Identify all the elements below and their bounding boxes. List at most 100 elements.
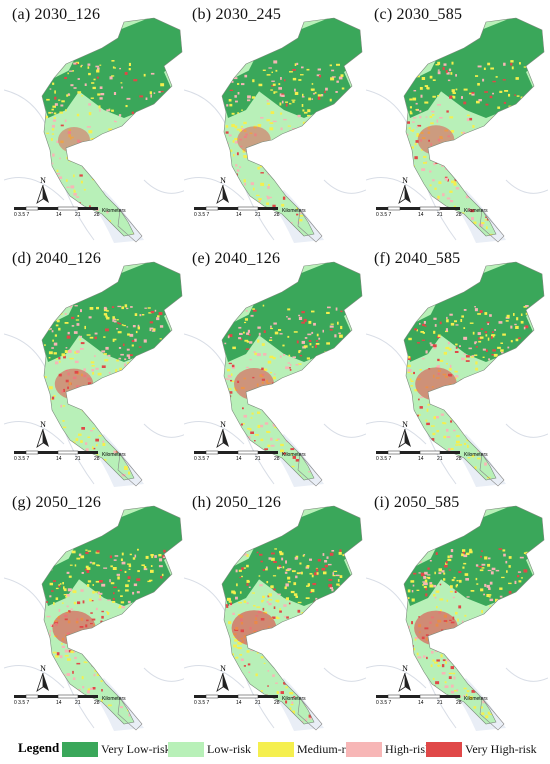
north-arrow-icon: N: [214, 664, 232, 694]
legend-label: High-risk: [385, 741, 431, 756]
scale-tick-label: 28: [456, 700, 462, 706]
scale-tick-label: 14: [236, 700, 242, 706]
scale-bar: 0 3.5 7 14 21 28 Kilometers: [376, 694, 488, 710]
scale-tick-label: 0 3.5 7: [14, 700, 30, 706]
legend-label: Medium-risk: [297, 741, 360, 756]
risk-map: [4, 17, 186, 243]
legend-item-very-low: Very Low-risk: [62, 740, 171, 758]
north-arrow-icon: N: [396, 420, 414, 450]
risk-map: [366, 261, 548, 487]
map-panel: (f) 2040_585 N 0 3.5 7 14 21 28 Kilometers: [366, 244, 548, 487]
panel-title: (g) 2050_126: [12, 494, 102, 511]
legend-label: Low-risk: [207, 741, 251, 756]
map-panel: (g) 2050_126 N 0 3.5 7 14 21 28 Kilometers: [4, 488, 186, 731]
scale-tick-label: 0 3.5 7: [376, 456, 392, 462]
scale-tick-label: 28: [274, 456, 280, 462]
north-arrow-icon: N: [214, 420, 232, 450]
legend-item-very-high: Very High-risk: [426, 740, 537, 758]
north-arrow-icon: N: [34, 176, 52, 206]
scale-tick-label: 21: [75, 212, 81, 218]
scale-tick-label: 14: [236, 212, 242, 218]
scale-tick-label: 0 3.5 7: [14, 212, 30, 218]
north-label: N: [220, 420, 226, 429]
scale-tick-label: 0 3.5 7: [194, 456, 210, 462]
north-label: N: [40, 420, 46, 429]
scale-tick-label: 14: [418, 700, 424, 706]
scale-tick-label: 0 3.5 7: [376, 700, 392, 706]
map-panel: (i) 2050_585 N 0 3.5 7 14 21 28 Kilometers: [366, 488, 548, 731]
north-label: N: [220, 664, 226, 673]
legend-swatch: [258, 741, 294, 757]
scale-tick-label: 14: [56, 700, 62, 706]
scale-unit: Kilometers: [282, 208, 306, 214]
risk-map: [366, 17, 548, 243]
panel-title: (b) 2030_245: [192, 6, 282, 23]
scale-tick-label: 14: [418, 456, 424, 462]
north-arrow-icon: N: [396, 176, 414, 206]
scale-tick-label: 14: [418, 212, 424, 218]
legend-label: Very Low-risk: [101, 741, 171, 756]
legend-title: Legend: [18, 740, 60, 755]
panel-title: (c) 2030_585: [374, 6, 463, 23]
legend: Legend Very Low-risk Low-risk Medium-ris…: [0, 734, 550, 764]
scale-unit: Kilometers: [464, 452, 488, 458]
risk-map: [366, 505, 548, 731]
panel-title: (f) 2040_585: [374, 250, 461, 267]
risk-surface: [222, 18, 362, 236]
scale-tick-label: 28: [94, 456, 100, 462]
scale-bar: 0 3.5 7 14 21 28 Kilometers: [14, 694, 126, 710]
scale-tick-label: 0 3.5 7: [14, 456, 30, 462]
scale-bar: 0 3.5 7 14 21 28 Kilometers: [14, 450, 126, 466]
north-label: N: [402, 420, 408, 429]
north-label: N: [220, 176, 226, 185]
scale-bar: 0 3.5 7 14 21 28 Kilometers: [14, 206, 126, 222]
scale-bar: 0 3.5 7 14 21 28 Kilometers: [194, 694, 306, 710]
panel-title: (h) 2050_126: [192, 494, 282, 511]
scale-unit: Kilometers: [464, 696, 488, 702]
scale-tick-label: 28: [456, 456, 462, 462]
scale-tick-label: 14: [56, 456, 62, 462]
north-arrow-icon: N: [214, 176, 232, 206]
scale-tick-label: 28: [274, 700, 280, 706]
scale-tick-label: 21: [75, 700, 81, 706]
legend-swatch: [426, 741, 462, 757]
scale-tick-label: 21: [255, 700, 261, 706]
legend-label: Very High-risk: [465, 741, 537, 756]
scale-bar: 0 3.5 7 14 21 28 Kilometers: [376, 450, 488, 466]
north-label: N: [40, 664, 46, 673]
legend-item-high: High-risk: [346, 740, 431, 758]
legend-swatch: [62, 741, 98, 757]
map-panel: (a) 2030_126 N 0 3.5 7 14 21 28 Kilometers: [4, 0, 186, 243]
risk-map: [184, 17, 366, 243]
scale-tick-label: 14: [56, 212, 62, 218]
scale-tick-label: 0 3.5 7: [194, 700, 210, 706]
legend-item-medium: Medium-risk: [258, 740, 360, 758]
scale-unit: Kilometers: [102, 208, 126, 214]
map-panel: (d) 2040_126 N 0 3.5 7 14 21 28 Kilometers: [4, 244, 186, 487]
scale-tick-label: 28: [274, 212, 280, 218]
scale-bar: 0 3.5 7 14 21 28 Kilometers: [194, 206, 306, 222]
risk-surface: [404, 506, 544, 724]
legend-swatch: [168, 741, 204, 757]
risk-surface: [222, 262, 362, 480]
scale-bar: 0 3.5 7 14 21 28 Kilometers: [194, 450, 306, 466]
map-panel: (h) 2050_126 N 0 3.5 7 14 21 28 Kilometers: [184, 488, 366, 731]
panel-title: (e) 2040_126: [192, 250, 281, 267]
panel-title: (i) 2050_585: [374, 494, 460, 511]
risk-map: [184, 505, 366, 731]
scale-unit: Kilometers: [464, 208, 488, 214]
scale-tick-label: 21: [75, 456, 81, 462]
north-arrow-icon: N: [396, 664, 414, 694]
scale-tick-label: 28: [456, 212, 462, 218]
scale-tick-label: 21: [255, 456, 261, 462]
map-panel: (c) 2030_585 N 0 3.5 7 14 21 28 Kilometers: [366, 0, 548, 243]
risk-map: [4, 505, 186, 731]
legend-item-low: Low-risk: [168, 740, 251, 758]
scale-tick-label: 21: [255, 212, 261, 218]
north-label: N: [40, 176, 46, 185]
scale-unit: Kilometers: [102, 696, 126, 702]
map-panel: (b) 2030_245 N 0 3.5 7 14 21 28 Kilometers: [184, 0, 366, 243]
risk-map: [184, 261, 366, 487]
north-arrow-icon: N: [34, 664, 52, 694]
scale-unit: Kilometers: [282, 696, 306, 702]
